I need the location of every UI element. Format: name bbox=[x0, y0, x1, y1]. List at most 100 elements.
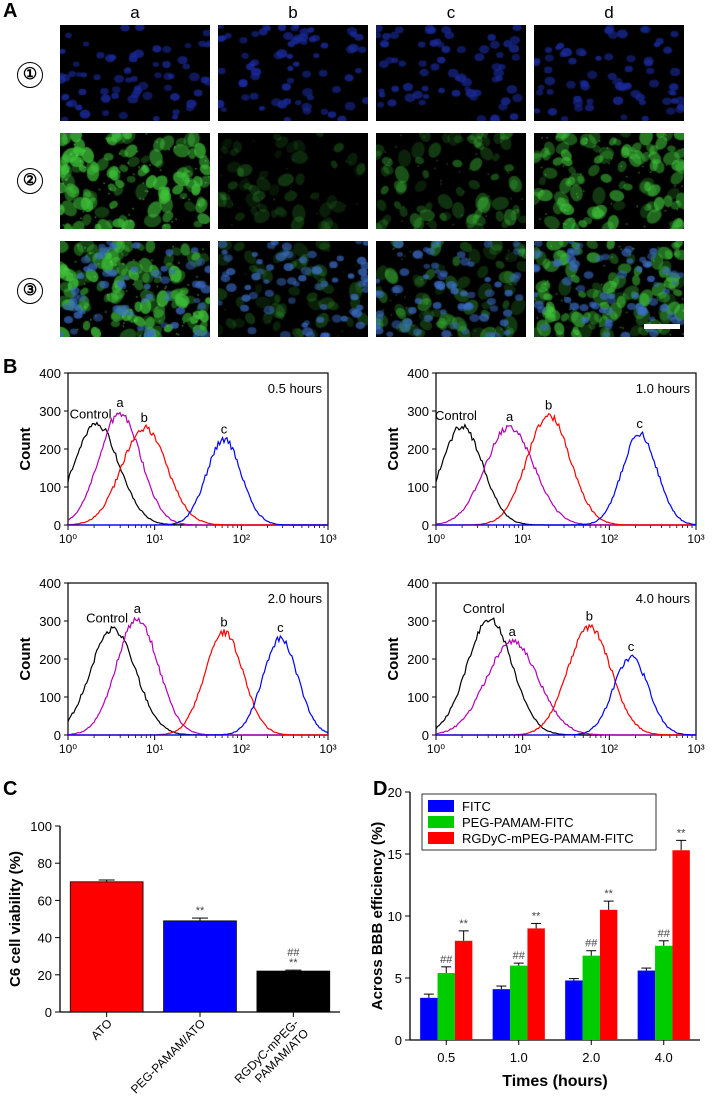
y-tick-label: 200 bbox=[407, 652, 429, 667]
y-tick-label: 100 bbox=[407, 480, 429, 495]
y-tick-label: 0 bbox=[395, 1033, 402, 1048]
x-tick-label: 10³ bbox=[687, 532, 704, 546]
curve-label-control: Control bbox=[70, 406, 112, 421]
histogram-curve-c bbox=[68, 435, 328, 526]
bar-ato bbox=[69, 881, 144, 1013]
y-tick-label: 15 bbox=[388, 847, 402, 862]
panel-letter-d: D bbox=[373, 778, 388, 800]
y-tick-label: 100 bbox=[407, 690, 429, 705]
y-tick-label: 300 bbox=[39, 404, 61, 419]
micro-image-1b bbox=[218, 25, 368, 121]
y-tick-label: 400 bbox=[407, 366, 429, 381]
y-tick-label: 200 bbox=[407, 442, 429, 457]
time-label: 2.0 hours bbox=[268, 591, 323, 606]
panel-letter-c: C bbox=[3, 778, 18, 800]
category-label-1-0: 1.0 bbox=[510, 1050, 528, 1065]
bar-fitc-2-0 bbox=[565, 980, 583, 1040]
column-label-a: a bbox=[130, 3, 140, 22]
x-tick-label: 10³ bbox=[319, 532, 336, 546]
bar-fitc-1-0 bbox=[492, 989, 511, 1040]
y-tick-label: 0 bbox=[422, 518, 429, 533]
row-marker-3: ③ bbox=[17, 278, 43, 304]
significance-mark: ## bbox=[513, 950, 526, 962]
curve-label-b: b bbox=[220, 614, 227, 629]
curve-label-c: c bbox=[636, 416, 643, 431]
x-axis-label: Times (hours) bbox=[502, 1073, 608, 1090]
bar-rgdyc-mpeg-pamam-fitc-4-0 bbox=[672, 850, 690, 1040]
micro-image-1d bbox=[534, 25, 684, 121]
significance-mark: ** bbox=[459, 918, 468, 930]
curve-label-b: b bbox=[586, 609, 593, 624]
y-tick-label: 300 bbox=[407, 614, 429, 629]
histogram-curve-b bbox=[67, 423, 328, 526]
x-tick-label: 10⁰ bbox=[59, 532, 77, 546]
bar-peg-pamam-fitc-4-0 bbox=[655, 945, 673, 1040]
legend-label-peg-pamam-fitc: PEG-PAMAM-FITC bbox=[462, 815, 574, 830]
y-tick-label: 0 bbox=[54, 728, 61, 743]
y-axis-label: Count bbox=[17, 637, 34, 680]
y-tick-label: 20 bbox=[388, 785, 402, 800]
bar-chart-bbb-efficiency: 0 5 10 15 20 Across BBB efficiency (%) Times (… bbox=[369, 785, 700, 1090]
histogram-2-0-hours: 0 100 200 300 400 10⁰ 10¹ 10² 10³ Count 2.0 hours C… bbox=[17, 576, 337, 756]
histogram-1-0-hours: 0 100 200 300 400 10⁰ 10¹ 10² 10³ Count 1.0 hours C… bbox=[385, 366, 705, 546]
micro-image-3a bbox=[60, 241, 210, 337]
x-tick-label: 10² bbox=[601, 532, 618, 546]
y-tick-label: 60 bbox=[38, 893, 52, 908]
x-tick-label: 10³ bbox=[687, 742, 704, 756]
significance-mark: ** bbox=[532, 910, 541, 922]
y-axis-label: Count bbox=[385, 427, 402, 470]
category-label-peg-pamam-ato: PEG-PAMAM/ATO bbox=[128, 1016, 208, 1096]
bar-peg-pamam-fitc-1-0 bbox=[510, 965, 528, 1040]
curve-label-b: b bbox=[141, 410, 148, 425]
row-marker-2: ② bbox=[17, 168, 43, 194]
time-label: 0.5 hours bbox=[268, 381, 323, 396]
x-tick-label: 10⁰ bbox=[427, 532, 445, 546]
micro-image-1c bbox=[376, 25, 526, 121]
significance-mark: ## bbox=[287, 947, 300, 959]
x-tick-label: 10¹ bbox=[146, 532, 163, 546]
bar-peg-pamam-fitc-2-0 bbox=[582, 955, 600, 1040]
curve-label-c: c bbox=[628, 639, 635, 654]
panel-letter-a: A bbox=[3, 0, 18, 22]
y-tick-label: 100 bbox=[30, 819, 52, 834]
curve-label-a: a bbox=[509, 624, 517, 639]
micro-image-3d bbox=[534, 241, 684, 337]
legend-swatch-peg-pamam-fitc bbox=[428, 816, 454, 828]
significance-mark: ## bbox=[585, 938, 598, 950]
significance-mark: ## bbox=[440, 954, 453, 966]
micro-image-2d bbox=[534, 133, 684, 229]
x-tick-label: 10⁰ bbox=[427, 742, 445, 756]
y-tick-label: 40 bbox=[38, 931, 52, 946]
y-tick-label: 400 bbox=[407, 576, 429, 591]
category-label-4-0: 4.0 bbox=[655, 1050, 673, 1065]
legend-label-fitc: FITC bbox=[462, 799, 491, 814]
y-axis-label: Count bbox=[17, 427, 34, 470]
legend-swatch-fitc bbox=[428, 800, 454, 812]
significance-mark: ** bbox=[196, 905, 205, 917]
y-axis-label: C6 cell viability (%) bbox=[7, 851, 24, 987]
time-label: 1.0 hours bbox=[636, 381, 691, 396]
y-tick-label: 100 bbox=[39, 480, 61, 495]
y-tick-label: 0 bbox=[422, 728, 429, 743]
category-label-ato: ATO bbox=[88, 1016, 115, 1043]
histogram-curve-a bbox=[435, 638, 696, 736]
y-tick-label: 300 bbox=[407, 404, 429, 419]
curve-label-control: Control bbox=[435, 408, 477, 423]
y-tick-label: 200 bbox=[39, 442, 61, 457]
curve-label-b: b bbox=[545, 398, 552, 413]
y-axis-label: Across BBB efficiency (%) bbox=[369, 822, 386, 1010]
x-tick-label: 10¹ bbox=[514, 742, 531, 756]
significance-mark: ## bbox=[658, 928, 671, 940]
x-tick-label: 10³ bbox=[319, 742, 336, 756]
y-tick-label: 5 bbox=[395, 971, 402, 986]
y-tick-label: 400 bbox=[39, 366, 61, 381]
micro-image-1a bbox=[60, 25, 210, 121]
bar-rgdyc-mpeg-pamam-fitc-0-5 bbox=[454, 940, 473, 1040]
y-tick-label: 300 bbox=[39, 614, 61, 629]
scale-bar bbox=[644, 324, 680, 329]
category-label-0-5: 0.5 bbox=[437, 1050, 455, 1065]
x-tick-label: 10¹ bbox=[514, 532, 531, 546]
x-tick-label: 10² bbox=[233, 532, 250, 546]
micro-image-3b bbox=[218, 241, 368, 337]
histogram-curve-c bbox=[436, 654, 696, 736]
